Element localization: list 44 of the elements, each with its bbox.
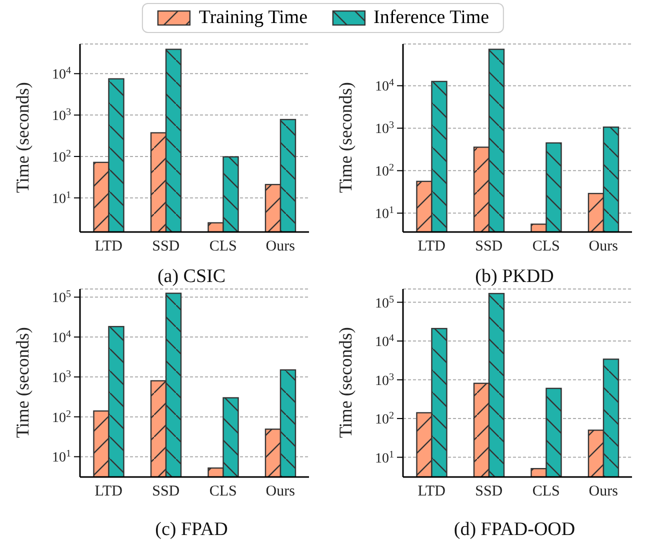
x-tick-label: SSD <box>475 484 503 500</box>
y-tick-label: 10$^{1}$ <box>52 189 71 207</box>
y-tick-label: 10$^{1}$ <box>374 204 394 222</box>
y-tick-label: 10$^{3}$ <box>52 106 71 124</box>
y-tick-label: 10$^{1}$ <box>52 448 71 466</box>
y-axis-title: Time (seconds) <box>335 327 356 438</box>
y-tick-label: 10$^{1}$ <box>374 448 394 466</box>
x-tick-label: SSD <box>475 238 503 255</box>
x-tick-label: LTD <box>94 484 123 500</box>
y-axis-title: Time (seconds) <box>335 82 356 193</box>
y-tick-label: 10$^{2}$ <box>374 162 394 180</box>
y-axis-title: Time (seconds) <box>12 82 32 193</box>
x-tick-label: CLS <box>532 484 560 500</box>
y-axis-title: Time (seconds) <box>12 327 32 438</box>
text: (d) FPAD-OOD <box>452 519 576 540</box>
y-tick-label: 10$^{2}$ <box>374 410 394 428</box>
y-tick-label: 10$^{3}$ <box>374 120 394 138</box>
y-tick-label: 10$^{3}$ <box>374 371 394 389</box>
x-tick-label: LTD <box>418 484 446 500</box>
legend-label: Inference Time <box>374 7 490 29</box>
x-tick-label: LTD <box>418 238 446 255</box>
x-tick-label: Ours <box>266 238 296 255</box>
y-tick-label: 10$^{3}$ <box>52 368 71 386</box>
x-tick-label: CLS <box>532 238 560 255</box>
y-tick-label: 10$^{4}$ <box>52 328 71 346</box>
x-tick-label: Ours <box>266 484 296 500</box>
x-tick-label: SSD <box>152 238 180 255</box>
y-tick-label: 10$^{5}$ <box>52 288 71 306</box>
x-tick-label: SSD <box>152 484 180 500</box>
y-tick-label: 10$^{5}$ <box>374 294 394 312</box>
legend-label: Training Time <box>198 7 308 29</box>
x-tick-label: CLS <box>209 484 237 500</box>
x-tick-label: CLS <box>209 238 237 255</box>
y-tick-label: 10$^{2}$ <box>52 148 71 166</box>
text: (c) FPAD <box>154 519 229 540</box>
x-tick-label: LTD <box>94 238 123 255</box>
y-tick-label: 10$^{4}$ <box>374 77 394 95</box>
y-tick-label: 10$^{4}$ <box>52 65 71 83</box>
x-tick-label: Ours <box>588 484 618 500</box>
x-tick-label: Ours <box>588 238 618 255</box>
y-tick-label: 10$^{4}$ <box>374 332 394 350</box>
y-tick-label: 10$^{2}$ <box>52 408 71 426</box>
text: (a) CSIC <box>156 266 227 288</box>
text: (b) PKDD <box>474 266 555 288</box>
